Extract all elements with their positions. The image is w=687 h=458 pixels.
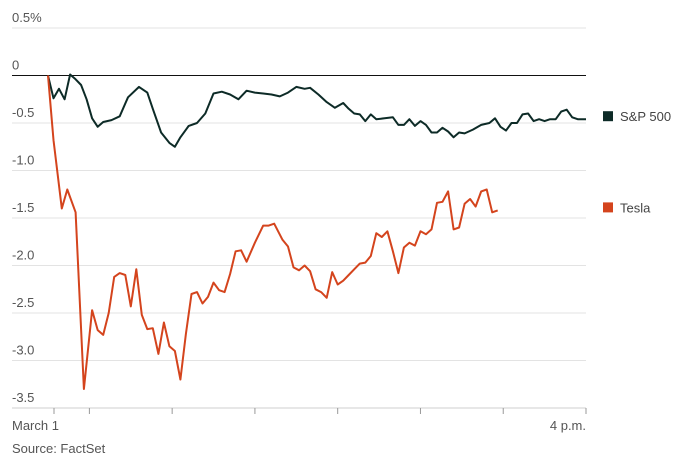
y-tick-label: -3.5 (12, 390, 34, 405)
series-lines (47, 73, 586, 390)
series-line-1 (47, 75, 499, 390)
horizontal-gridlines (12, 27, 586, 361)
x-axis-tick-labels: March 1 4 p.m. (12, 418, 586, 433)
y-axis-tick-labels: 0.5% 0 -0.5 -1.0 -1.5 -2.0 -2.5 -3.0 -3.5 (12, 10, 42, 405)
y-tick-label: -1.0 (12, 153, 34, 168)
y-tick-label: 0.5% (12, 10, 42, 25)
y-tick-label: -0.5 (12, 105, 34, 120)
legend-swatch (603, 111, 613, 122)
y-tick-label: 0 (12, 58, 19, 73)
source-note: Source: FactSet (12, 441, 106, 456)
x-axis-ticks (53, 408, 587, 414)
series-line-0 (47, 73, 586, 148)
x-tick-label: March 1 (12, 418, 59, 433)
legend-label: Tesla (620, 200, 651, 215)
legend: S&P 500 Tesla (603, 109, 671, 215)
y-tick-label: -2.0 (12, 248, 34, 263)
legend-swatch (603, 202, 613, 213)
legend-label: S&P 500 (620, 109, 671, 124)
y-tick-label: -1.5 (12, 200, 34, 215)
x-tick-label: 4 p.m. (550, 418, 586, 433)
y-tick-label: -3.0 (12, 343, 34, 358)
y-tick-label: -2.5 (12, 295, 34, 310)
